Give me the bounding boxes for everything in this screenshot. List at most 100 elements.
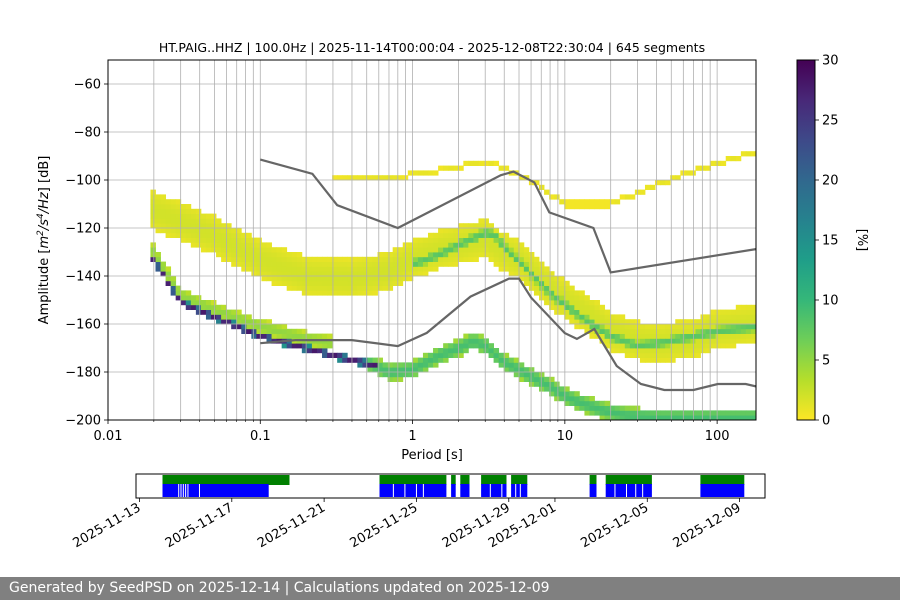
heatmap-cell: [614, 410, 621, 416]
heatmap-cell: [216, 319, 222, 325]
heatmap-cell: [221, 314, 227, 320]
used-segment: [700, 484, 745, 497]
heatmap-cell: [276, 333, 283, 339]
heatmap-cell: [291, 285, 298, 291]
heatmap-cell: [745, 314, 752, 320]
heatmap-cell: [735, 333, 742, 339]
heatmap-cell: [589, 400, 595, 406]
heatmap-cell: [377, 280, 383, 286]
heatmap-cell: [170, 232, 177, 238]
heatmap-cell: [372, 276, 378, 282]
heatmap-cell: [584, 396, 590, 402]
heatmap-cell: [710, 343, 717, 349]
heatmap-cell: [735, 314, 742, 320]
heatmap-cell: [362, 280, 368, 286]
heatmap-cell: [342, 276, 348, 282]
heatmap-cell: [256, 328, 262, 334]
heatmap-cell: [251, 242, 257, 248]
heatmap-cell: [281, 266, 288, 272]
heatmap-cell: [352, 280, 358, 286]
y-tick-label: −160: [65, 318, 101, 333]
heatmap-cell: [725, 343, 732, 349]
heatmap-cell: [483, 218, 489, 224]
heatmap-cell: [564, 309, 570, 315]
heatmap-cell: [544, 280, 550, 286]
heatmap-cell: [387, 175, 394, 181]
heatmap-cell: [670, 352, 676, 358]
heatmap-cell: [150, 223, 156, 229]
heatmap-cell: [599, 319, 606, 325]
heatmap-cell: [337, 280, 343, 286]
heatmap-cell: [180, 208, 187, 214]
heatmap-cell: [740, 338, 747, 344]
heatmap-cell: [639, 348, 646, 354]
heatmap-cell: [422, 266, 429, 272]
heatmap-cell: [639, 324, 646, 330]
heatmap-cell: [271, 333, 278, 339]
heatmap-cell: [322, 285, 328, 291]
heatmap-cell: [397, 266, 404, 272]
heatmap-cell: [433, 362, 439, 368]
heatmap-cell: [392, 367, 399, 373]
heatmap-cell: [624, 348, 631, 354]
heatmap-cell: [478, 348, 484, 354]
heatmap-cell: [604, 410, 611, 416]
heatmap-cell: [503, 232, 510, 238]
heatmap-cell: [286, 271, 293, 277]
heatmap-cell: [322, 352, 328, 358]
heatmap-cell: [655, 352, 661, 358]
heatmap-cell: [427, 266, 434, 272]
heatmap-cell: [306, 261, 313, 267]
heatmap-cell: [175, 199, 182, 205]
heatmap-cell: [544, 290, 550, 296]
heatmap-cell: [170, 213, 177, 219]
heatmap-cell: [256, 242, 262, 248]
heatmap-cell: [740, 415, 747, 420]
heatmap-cell: [296, 333, 303, 339]
heatmap-cell: [655, 180, 661, 186]
heatmap-cell: [549, 271, 555, 277]
heatmap-cell: [453, 165, 459, 171]
heatmap-cell: [407, 242, 414, 248]
heatmap-cell: [211, 223, 217, 229]
heatmap-cell: [357, 280, 363, 286]
heatmap-cell: [629, 328, 636, 334]
heatmap-cell: [175, 213, 182, 219]
heatmap-cell: [528, 285, 535, 291]
heatmap-cell: [503, 362, 510, 368]
heatmap-cell: [473, 160, 479, 166]
y-axis-ticks: −200 −180 −160 −140 −120 −100 −80 −60: [65, 78, 108, 429]
heatmap-cell: [528, 256, 535, 262]
heatmap-cell: [700, 324, 706, 330]
y-tick-label: −100: [65, 174, 101, 189]
heatmap-cell: [675, 348, 681, 354]
heatmap-cell: [604, 309, 611, 315]
heatmap-cell: [503, 242, 510, 248]
heatmap-cell: [458, 256, 464, 262]
heatmap-cell: [246, 324, 252, 330]
heatmap-cell: [690, 352, 696, 358]
heatmap-cell: [544, 295, 550, 301]
heatmap-cell: [599, 405, 606, 411]
heatmap-cell: [251, 324, 257, 330]
heatmap-cell: [493, 256, 500, 262]
heatmap-cell: [660, 410, 666, 416]
heatmap-cell: [695, 338, 701, 344]
heatmap-cell: [720, 319, 727, 325]
heatmap-cell: [569, 319, 575, 325]
heatmap-cell: [261, 333, 267, 339]
heatmap-cell: [619, 405, 626, 411]
heatmap-cell: [448, 348, 454, 354]
heatmap-cell: [392, 261, 399, 267]
heatmap-cell: [195, 232, 202, 238]
heatmap-cell: [246, 261, 252, 267]
heatmap-cell: [660, 328, 666, 334]
heatmap-cell: [180, 237, 187, 243]
heatmap-cell: [357, 362, 363, 368]
heatmap-cell: [589, 319, 595, 325]
heatmap-cell: [241, 319, 247, 325]
heatmap-cell: [685, 170, 691, 176]
heatmap-cell: [478, 343, 484, 349]
heatmap-cell: [478, 228, 484, 234]
heatmap-cell: [710, 319, 717, 325]
